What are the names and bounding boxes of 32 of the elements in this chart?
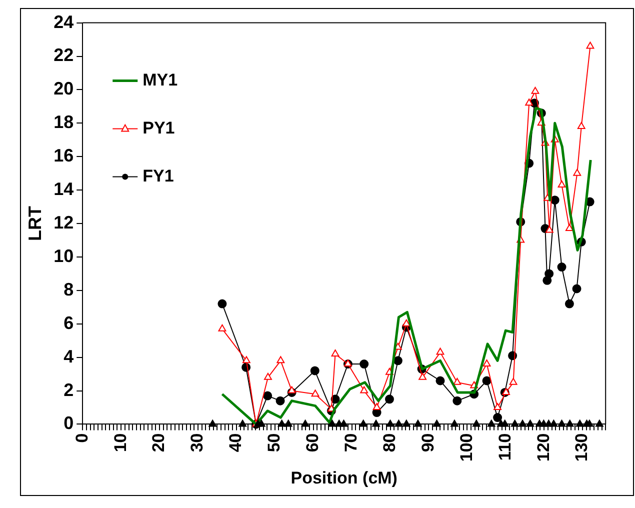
x-axis-title: Position (cM) (290, 468, 398, 488)
y-tick-label: 14 (54, 179, 74, 200)
y-tick-label: 20 (54, 78, 74, 99)
y-tick-label: 22 (54, 45, 74, 66)
x-tick-label: 100 (456, 433, 476, 462)
y-tick-label: 0 (64, 413, 74, 434)
legend-label: PY1 (142, 118, 175, 138)
y-tick-label: 12 (54, 212, 74, 232)
y-tick-label: 16 (54, 146, 74, 166)
x-tick-label: 20 (149, 433, 168, 452)
x-tick-label: 10 (110, 433, 130, 452)
x-tick-label: 40 (226, 433, 246, 452)
y-tick-label: 8 (64, 279, 74, 300)
y-tick-label: 10 (54, 246, 74, 266)
legend-label: MY1 (142, 70, 178, 90)
x-tick-label: 80 (380, 433, 399, 452)
x-tick-label: 120 (534, 433, 553, 462)
y-tick-label: 6 (64, 312, 74, 333)
x-tick-label: 110 (495, 433, 514, 461)
y-tick-label: 4 (64, 346, 74, 366)
x-tick-label: 90 (418, 433, 438, 452)
x-tick-label: 130 (572, 433, 592, 462)
x-tick-label: 70 (341, 433, 360, 452)
y-axis-title: LRT (24, 206, 45, 242)
x-tick-label: 0 (72, 433, 92, 443)
x-tick-label: 60 (303, 433, 322, 452)
x-tick-label: 30 (188, 433, 207, 452)
x-tick-label: 50 (264, 433, 284, 452)
y-tick-label: 2 (64, 380, 74, 400)
legend-label: FY1 (142, 166, 174, 186)
y-tick-label: 24 (54, 12, 74, 32)
y-tick-label: 18 (54, 112, 74, 132)
